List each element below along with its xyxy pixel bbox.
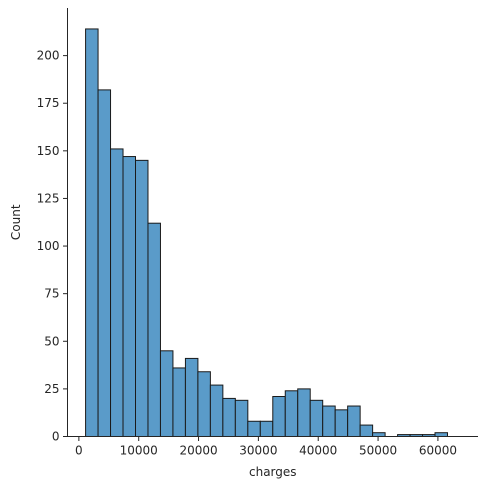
- x-ticks-group: 0 10000 20000 30000 40000 50000 60000: [75, 436, 457, 458]
- y-tick-label: 25: [44, 382, 59, 396]
- y-ticks-group: 0 25 50 75 100 125 150 175 200: [37, 49, 68, 444]
- histogram-bar: [97, 89, 112, 437]
- histogram-bar: [272, 396, 286, 437]
- x-tick-label: 30000: [239, 444, 277, 458]
- x-tick-label: 50000: [359, 444, 397, 458]
- bars-group: [85, 28, 449, 438]
- x-axis-label: charges: [249, 465, 297, 479]
- histogram-bar: [172, 367, 186, 437]
- histogram-bar: [247, 420, 261, 437]
- histogram-bar: [334, 409, 349, 437]
- x-tick-label: 0: [75, 444, 83, 458]
- histogram-bar: [309, 399, 324, 437]
- histogram-bar: [209, 384, 224, 437]
- y-tick-label: 175: [37, 96, 60, 110]
- x-tick-label: 10000: [120, 444, 158, 458]
- histogram-bar: [322, 405, 336, 438]
- y-tick-label: 50: [44, 334, 59, 348]
- histogram-bar: [259, 420, 274, 437]
- y-axis-label: Count: [9, 204, 23, 240]
- y-tick-label: 100: [37, 239, 60, 253]
- histogram-bar: [297, 388, 311, 437]
- histogram-bar: [147, 222, 161, 437]
- histogram-bar: [110, 148, 124, 437]
- histogram-bar: [197, 371, 211, 438]
- histogram-bar: [434, 432, 449, 437]
- histogram-bar: [184, 357, 199, 438]
- histogram-bar: [234, 399, 249, 437]
- histogram-bar: [284, 390, 299, 437]
- histogram-bar: [135, 159, 149, 437]
- histogram-bar: [372, 432, 386, 437]
- x-tick-label: 60000: [419, 444, 457, 458]
- histogram-bar: [122, 156, 137, 437]
- histogram-bar: [222, 397, 236, 437]
- histogram-bar: [85, 28, 99, 438]
- y-tick-label: 150: [37, 144, 60, 158]
- x-tick-label: 40000: [299, 444, 337, 458]
- y-tick-label: 125: [37, 191, 60, 205]
- y-tick-label: 75: [44, 287, 59, 301]
- y-tick-label: 0: [52, 430, 60, 444]
- histogram-bar: [347, 405, 361, 438]
- y-tick-label: 200: [37, 49, 60, 63]
- histogram-bar: [159, 350, 174, 437]
- histogram-bar: [359, 424, 374, 437]
- x-tick-label: 20000: [179, 444, 217, 458]
